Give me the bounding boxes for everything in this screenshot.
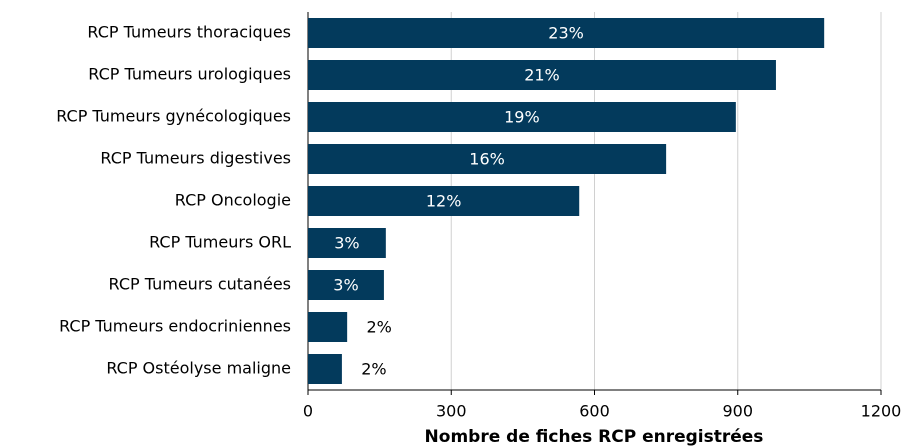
y-tick-label: RCP Tumeurs ORL bbox=[149, 233, 291, 252]
y-tick-label: RCP Tumeurs endocriniennes bbox=[59, 317, 291, 336]
bar bbox=[308, 186, 580, 216]
bar bbox=[308, 102, 736, 132]
bar bbox=[308, 18, 825, 48]
y-tick-label: RCP Tumeurs cutanées bbox=[109, 275, 291, 294]
x-tick-label: 600 bbox=[579, 402, 610, 421]
bar bbox=[308, 270, 384, 300]
bar bbox=[308, 60, 776, 90]
y-tick-label: RCP Tumeurs thoraciques bbox=[87, 23, 291, 42]
y-tick-label: RCP Ostéolyse maligne bbox=[106, 359, 291, 378]
data-label: 3% bbox=[334, 234, 359, 253]
data-label: 2% bbox=[361, 360, 386, 379]
y-tick-label: RCP Tumeurs digestives bbox=[100, 149, 291, 168]
data-label: 2% bbox=[366, 318, 391, 337]
bar bbox=[308, 144, 667, 174]
data-label: 21% bbox=[524, 66, 560, 85]
x-tick-label: 1200 bbox=[861, 402, 902, 421]
data-label: 3% bbox=[333, 276, 358, 295]
y-tick-label: RCP Tumeurs urologiques bbox=[88, 65, 291, 84]
x-axis-title: Nombre de fiches RCP enregistrées bbox=[425, 427, 764, 447]
data-label: 16% bbox=[469, 150, 505, 169]
y-tick-label: RCP Tumeurs gynécologiques bbox=[56, 107, 291, 126]
bar bbox=[308, 354, 342, 384]
data-label: 12% bbox=[426, 192, 462, 211]
bar bbox=[308, 312, 348, 342]
x-tick-label: 900 bbox=[722, 402, 753, 421]
y-tick-label: RCP Oncologie bbox=[175, 191, 291, 210]
bar bbox=[308, 228, 386, 258]
data-label: 23% bbox=[548, 24, 584, 43]
x-tick-label: 0 bbox=[303, 402, 313, 421]
x-tick-label: 300 bbox=[436, 402, 467, 421]
data-label: 19% bbox=[504, 108, 540, 127]
